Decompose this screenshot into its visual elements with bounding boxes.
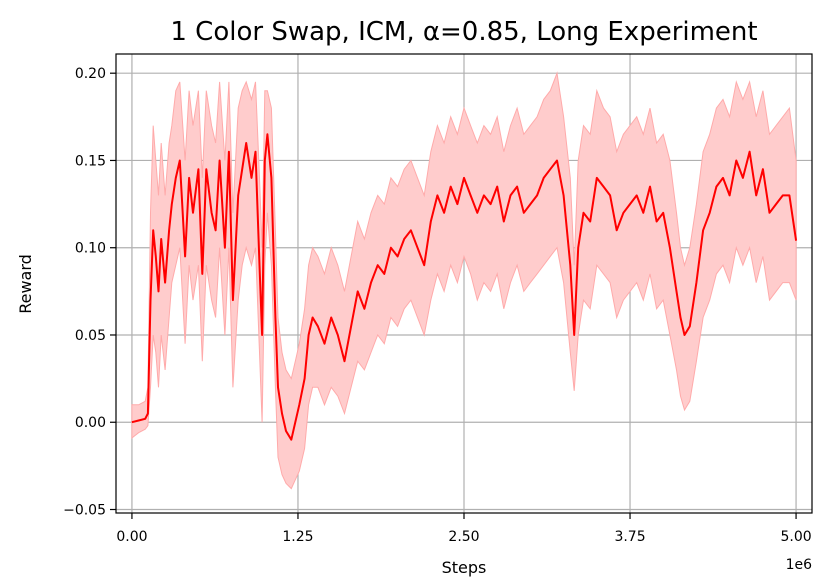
y-tick-label: 0.05 — [75, 328, 106, 344]
y-axis-ticks: −0.05 0.00 0.05 0.10 0.15 0.20 — [63, 66, 116, 519]
x-axis-offset-label: 1e6 — [786, 557, 813, 573]
chart-title: 1 Color Swap, ICM, α=0.85, Long Experime… — [170, 17, 757, 47]
reward-confidence-band — [131, 71, 797, 490]
x-tick-label: 0.00 — [116, 529, 147, 545]
x-tick-label: 2.50 — [448, 529, 479, 545]
x-axis-label: Steps — [442, 558, 487, 577]
mean-reward-line — [131, 133, 798, 441]
x-axis-ticks: 0.00 1.25 2.50 3.75 5.00 — [116, 513, 812, 545]
x-tick-label: 3.75 — [614, 529, 645, 545]
y-axis-label: Reward — [16, 254, 35, 314]
y-tick-label: 0.15 — [75, 153, 106, 169]
x-tick-label: 1.25 — [282, 529, 313, 545]
y-tick-label: 0.20 — [75, 66, 106, 82]
y-tick-label: −0.05 — [63, 503, 106, 519]
y-tick-label: 0.00 — [75, 415, 106, 431]
y-tick-label: 0.10 — [75, 241, 106, 257]
confidence-band-area — [131, 71, 797, 490]
reward-mean-line — [131, 133, 798, 441]
x-tick-label: 5.00 — [780, 529, 811, 545]
